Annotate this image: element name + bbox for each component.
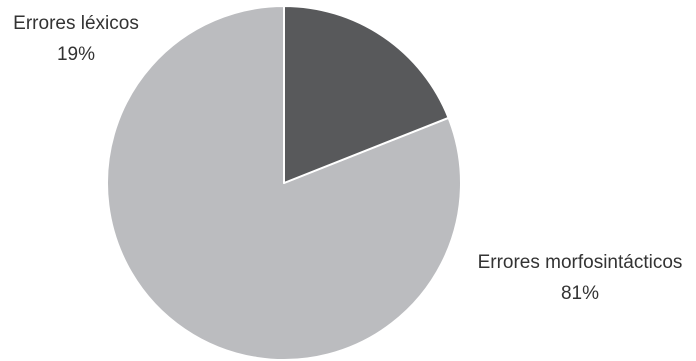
label-errores-morfosintacticos: Errores morfosintácticos 81% [478,252,683,304]
slice-label-errores-lexicos: Errores léxicos [13,13,139,34]
pie-slice-errores-lexicos [283,5,450,184]
label-errores-lexicos: Errores léxicos 19% [13,13,139,65]
slice-value-errores-lexicos: 19% [57,44,95,65]
slice-value-errores-morfosintacticos: 81% [561,283,599,304]
pie-slice-errores-morfosintacticos [106,5,462,361]
pie-slices [106,5,462,361]
slice-label-errores-morfosintacticos: Errores morfosintácticos [478,252,683,273]
